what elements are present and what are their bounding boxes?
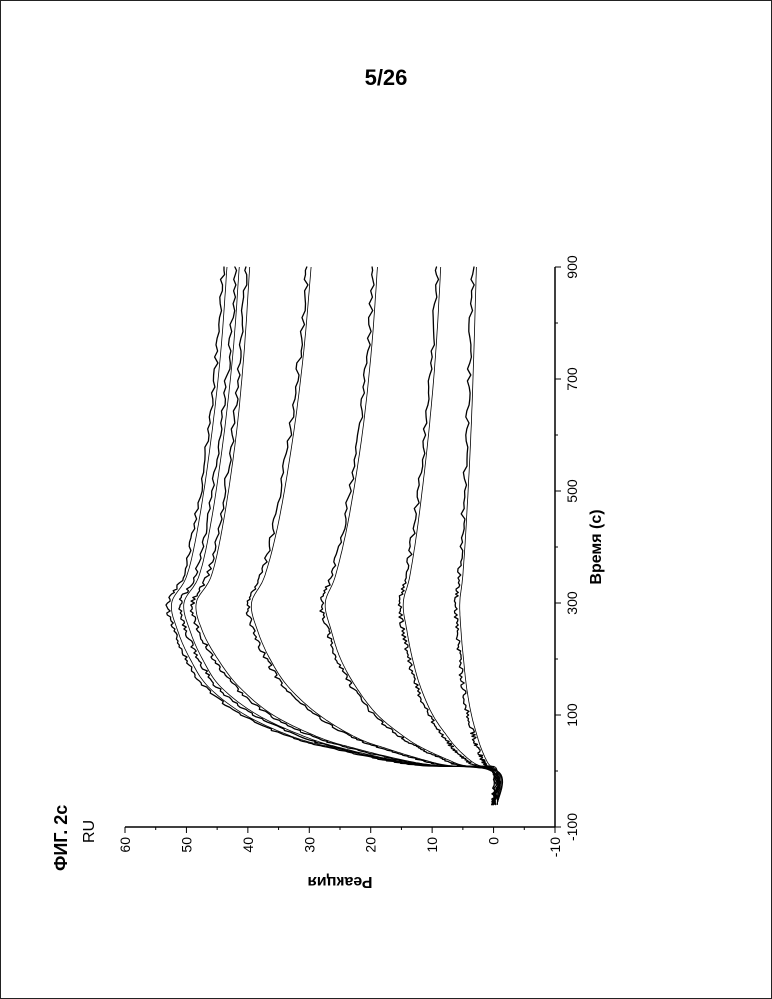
x-tick-label: 100: [564, 703, 580, 727]
chart-canvas: ФИГ. 2c RU -100102030405060-100100300500…: [51, 141, 723, 901]
fit-conc-7: [460, 267, 498, 805]
y-tick-label: 20: [363, 837, 379, 853]
fit-conc-6: [403, 267, 498, 805]
series-conc-4: [246, 267, 498, 805]
fit-conc-3: [196, 267, 502, 805]
fit-conc-2: [184, 267, 503, 805]
y-axis-label: Реакция: [307, 873, 372, 890]
x-tick-label: 900: [564, 255, 580, 279]
y-tick-label: 50: [178, 837, 194, 853]
y-tick-label: -10: [547, 837, 563, 857]
x-tick-label: 700: [564, 367, 580, 391]
y-tick-label: 30: [301, 837, 317, 853]
series-conc-1: [166, 267, 500, 805]
y-tick-label: 60: [117, 837, 133, 853]
figure-label: ФИГ. 2c: [51, 805, 72, 871]
x-tick-label: -100: [564, 813, 580, 841]
x-tick-label: 300: [564, 591, 580, 615]
y-tick-label: 10: [424, 837, 440, 853]
series-conc-7: [454, 267, 495, 805]
ru-unit-label: RU: [81, 820, 99, 843]
x-axis-label: Время (с): [588, 509, 605, 584]
figure-container: ФИГ. 2c RU -100102030405060-100100300500…: [51, 141, 723, 901]
series-conc-6: [398, 267, 496, 805]
y-tick-label: 40: [240, 837, 256, 853]
x-tick-label: 500: [564, 479, 580, 503]
page: 5/26 ФИГ. 2c RU -100102030405060-1001003…: [0, 0, 772, 999]
y-tick-label: 0: [486, 837, 502, 845]
page-number: 5/26: [1, 65, 771, 91]
sensorgram-chart: -100102030405060-100100300500700900Реакц…: [101, 253, 619, 901]
series-conc-2: [179, 267, 501, 805]
